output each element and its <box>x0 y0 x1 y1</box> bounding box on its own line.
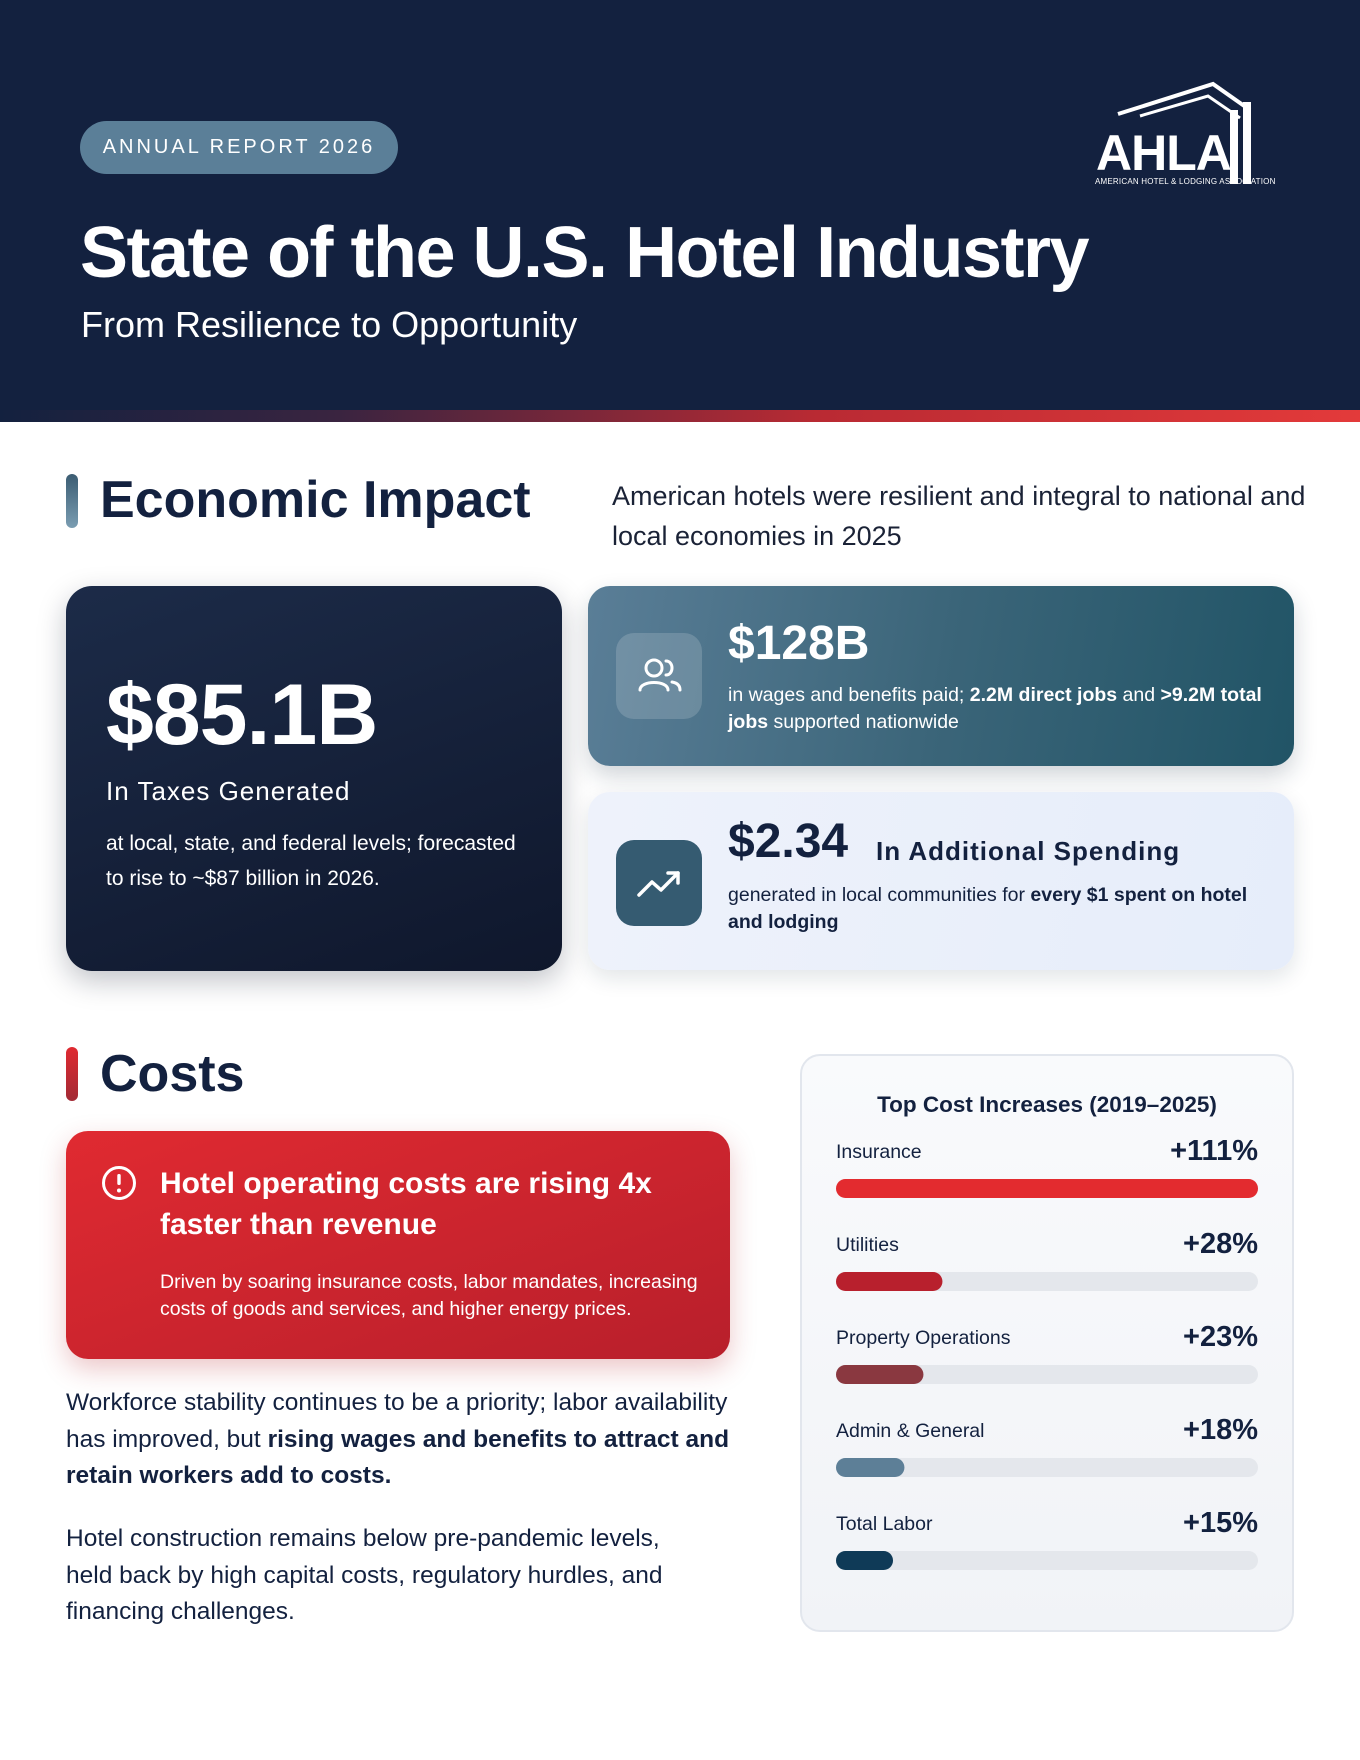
cost-alert-card: Hotel operating costs are rising 4x fast… <box>66 1131 730 1359</box>
construction-paragraph: Hotel construction remains below pre-pan… <box>66 1525 663 1625</box>
economic-intro: American hotels were resilient and integ… <box>612 481 1306 551</box>
bar-value-label: +18% <box>1183 1414 1258 1446</box>
chart-title: Top Cost Increases (2019–2025) <box>877 1092 1217 1117</box>
bar-value-label: +111% <box>1170 1135 1258 1167</box>
cost-alert-title: Hotel operating costs are rising 4x fast… <box>160 1167 652 1241</box>
spending-value: $2.34 <box>728 815 849 868</box>
bar <box>836 1458 905 1477</box>
bar-value-label: +28% <box>1183 1228 1258 1260</box>
cost-increases-chart: Top Cost Increases (2019–2025) Insurance… <box>800 1054 1294 1632</box>
header-banner: ANNUAL REPORT 2026 State of the U.S. Hot… <box>0 0 1360 422</box>
bar-track <box>836 1458 1258 1477</box>
bar-value-label: +23% <box>1183 1321 1258 1353</box>
cost-bars-svg: Insurance +111% Utilities +28% Property Oper… <box>836 1135 1258 1570</box>
taxes-value: $85.1B <box>106 667 378 763</box>
page-title: State of the U.S. Hotel Industry <box>80 213 1090 293</box>
spending-icon-box <box>616 840 702 926</box>
bar-value-label: +15% <box>1183 1507 1258 1539</box>
bar-track <box>836 1551 1258 1570</box>
section-marker <box>66 474 78 528</box>
wages-value: $128B <box>728 617 870 670</box>
spending-card: $2.34 In Additional Spending generated i… <box>588 792 1294 970</box>
bar <box>836 1272 943 1291</box>
bar-category-label: Insurance <box>836 1141 922 1163</box>
bar-category-label: Utilities <box>836 1234 899 1256</box>
alert-circle-icon <box>102 1166 136 1200</box>
wages-card: $128B in wages and benefits paid; 2.2M d… <box>588 586 1294 766</box>
bar-track <box>836 1272 1258 1291</box>
taxes-label: In Taxes Generated <box>106 776 351 806</box>
bar <box>836 1365 924 1384</box>
bar <box>836 1551 894 1570</box>
header-accent-line <box>0 410 1360 422</box>
bar-track <box>836 1365 1258 1384</box>
people-icon <box>638 658 682 692</box>
logo-subtext: AMERICAN HOTEL & LODGING ASSOCIATION <box>1095 177 1276 186</box>
taxes-description: at local, state, and federal levels; for… <box>106 832 516 890</box>
economic-impact-heading: Economic Impact <box>100 471 531 529</box>
logo-wordmark: AHLA <box>1096 125 1232 181</box>
wages-icon-box <box>616 633 702 719</box>
costs-heading: Costs <box>100 1045 245 1103</box>
ahla-logo-icon <box>1117 81 1252 184</box>
bar-category-label: Admin & General <box>836 1420 985 1442</box>
section-marker <box>66 1047 78 1101</box>
taxes-card: $85.1B In Taxes Generated at local, stat… <box>66 586 562 971</box>
spending-label: In Additional Spending <box>876 836 1181 866</box>
bar <box>836 1179 1258 1198</box>
bar-category-label: Property Operations <box>836 1327 1011 1349</box>
wages-description: in wages and benefits paid; 2.2M direct … <box>728 684 1262 733</box>
cost-alert-description: Driven by soaring insurance costs, labor… <box>160 1271 698 1320</box>
spending-description: generated in local communities for every… <box>728 884 1248 933</box>
trending-up-icon <box>637 871 680 897</box>
bar-category-label: Total Labor <box>836 1513 933 1535</box>
workforce-paragraph: Workforce stability continues to be a pr… <box>66 1389 730 1489</box>
page-subtitle: From Resilience to Opportunity <box>81 304 578 345</box>
annual-report-badge: ANNUAL REPORT 2026 <box>80 121 398 174</box>
